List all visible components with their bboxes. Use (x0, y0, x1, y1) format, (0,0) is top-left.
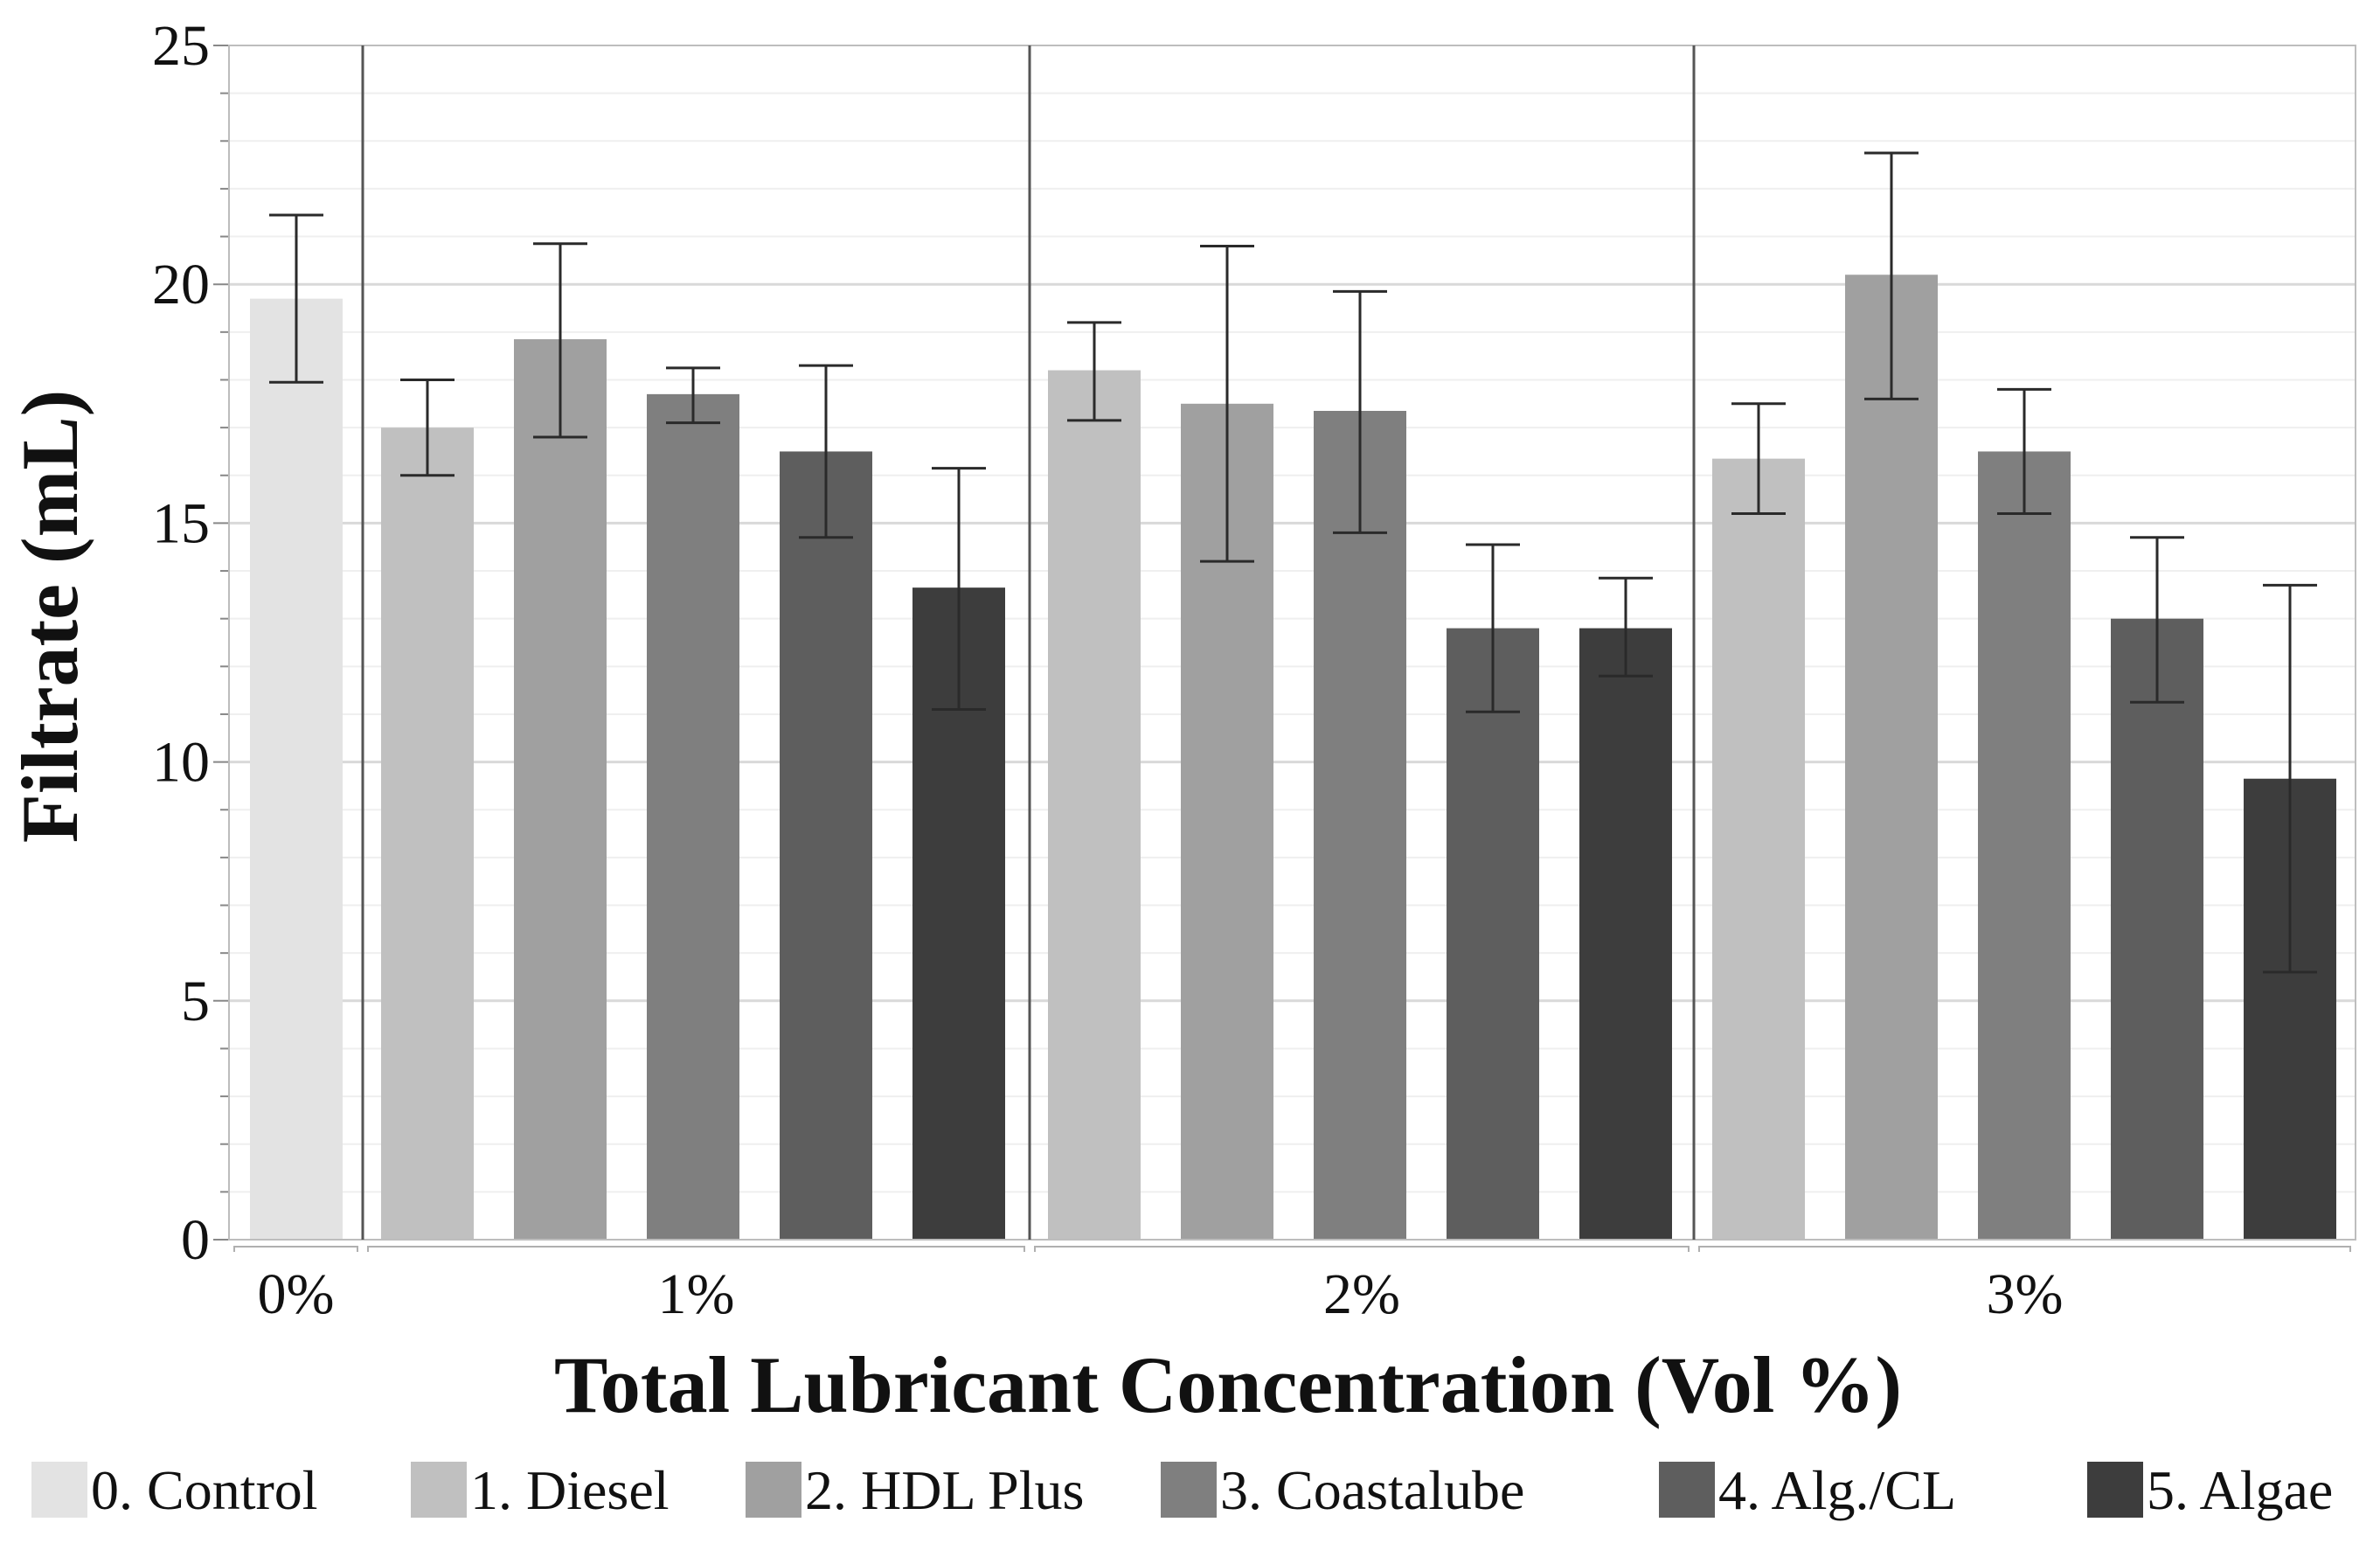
legend: 0. Control 1. Diesel 2. HDL Plus 3. Coastal… (31, 1459, 2333, 1521)
bar-2pct-3-coastalube (1314, 410, 1406, 1241)
bars-layer (250, 275, 2336, 1241)
x-group-label: 2% (1323, 1262, 1400, 1326)
error-bar (1599, 576, 1653, 678)
x-group-label: 3% (1987, 1262, 2064, 1326)
y-tick-label: 0 (181, 1208, 210, 1272)
legend-swatch (1659, 1462, 1715, 1518)
legend-item-1-diesel: 1. Diesel (411, 1459, 670, 1521)
y-tick-label: 15 (152, 491, 210, 555)
legend-label: 2. HDL Plus (805, 1459, 1084, 1521)
error-bar (1997, 387, 2051, 515)
error-bar (2130, 536, 2184, 704)
y-tick-label: 5 (181, 970, 210, 1033)
legend-item-2-hdl-plus: 2. HDL Plus (746, 1459, 1084, 1521)
bar-1pct-2-hdl-plus (514, 339, 607, 1240)
error-bar (1864, 151, 1919, 400)
error-bar (269, 213, 323, 384)
group-bracket (367, 1246, 1025, 1252)
legend-item-4-alg-cl: 4. Alg./CL (1659, 1459, 1956, 1521)
bar-2pct-5-algae (1579, 628, 1672, 1240)
bar-3pct-1-diesel (1712, 458, 1805, 1240)
bar-1pct-3-coastalube (647, 393, 739, 1240)
legend-swatch (1161, 1462, 1217, 1518)
legend-label: 0. Control (91, 1459, 318, 1521)
error-bar (1333, 289, 1387, 534)
group-labels: 0% 1% 2% 3% (233, 1246, 2351, 1326)
bar-2pct-1-diesel (1048, 370, 1141, 1240)
error-bar (1466, 543, 1520, 713)
legend-swatch (2087, 1462, 2143, 1518)
legend-swatch (746, 1462, 801, 1518)
legend-label: 1. Diesel (470, 1459, 670, 1521)
legend-item-3-coastalube: 3. Coastalube (1161, 1459, 1524, 1521)
bar-1pct-1-diesel (381, 427, 474, 1240)
error-bar (2263, 583, 2317, 974)
legend-label: 4. Alg./CL (1718, 1459, 1956, 1521)
error-bar (799, 364, 853, 539)
error-bar (666, 366, 720, 425)
legend-label: 3. Coastalube (1220, 1459, 1524, 1521)
error-bar (1200, 244, 1254, 563)
legend-swatch (31, 1462, 87, 1518)
error-bar (1731, 402, 1786, 515)
group-bracket (1698, 1246, 2351, 1252)
y-axis-title: Filtrate (mL) (5, 390, 94, 844)
bar-3pct-3-coastalube (1978, 451, 2071, 1240)
legend-item-0-control: 0. Control (31, 1459, 318, 1521)
x-group-label: 0% (258, 1262, 335, 1326)
y-tick-label: 10 (152, 731, 210, 795)
error-bar (932, 467, 986, 711)
bar-1pct-4-alg-cl (780, 451, 872, 1240)
bar-3pct-4-alg-cl (2111, 618, 2203, 1240)
y-tick-label: 25 (152, 14, 210, 78)
x-group-label: 1% (658, 1262, 735, 1326)
frame-layer (213, 45, 2356, 1241)
legend-label: 5. Algae (2147, 1459, 2333, 1521)
bar-3pct-2-hdl-plus (1845, 275, 1938, 1241)
group-bracket (1034, 1246, 1690, 1252)
legend-item-5-algae: 5. Algae (2087, 1459, 2333, 1521)
errorbar-layer (269, 151, 2317, 974)
error-bar (1067, 321, 1121, 422)
error-bar (533, 242, 587, 439)
bar-2pct-4-alg-cl (1447, 628, 1539, 1240)
group-bracket (233, 1246, 358, 1252)
legend-swatch (411, 1462, 467, 1518)
plot-border (228, 45, 2356, 1241)
bar-0pct-0-control (250, 298, 343, 1240)
y-tick-label: 20 (152, 253, 210, 316)
y-tick-labels: 0 5 10 15 20 25 (152, 14, 210, 1272)
x-axis-title: Total Lubricant Concentration (Vol %) (554, 1340, 1902, 1429)
error-bar (400, 378, 454, 477)
